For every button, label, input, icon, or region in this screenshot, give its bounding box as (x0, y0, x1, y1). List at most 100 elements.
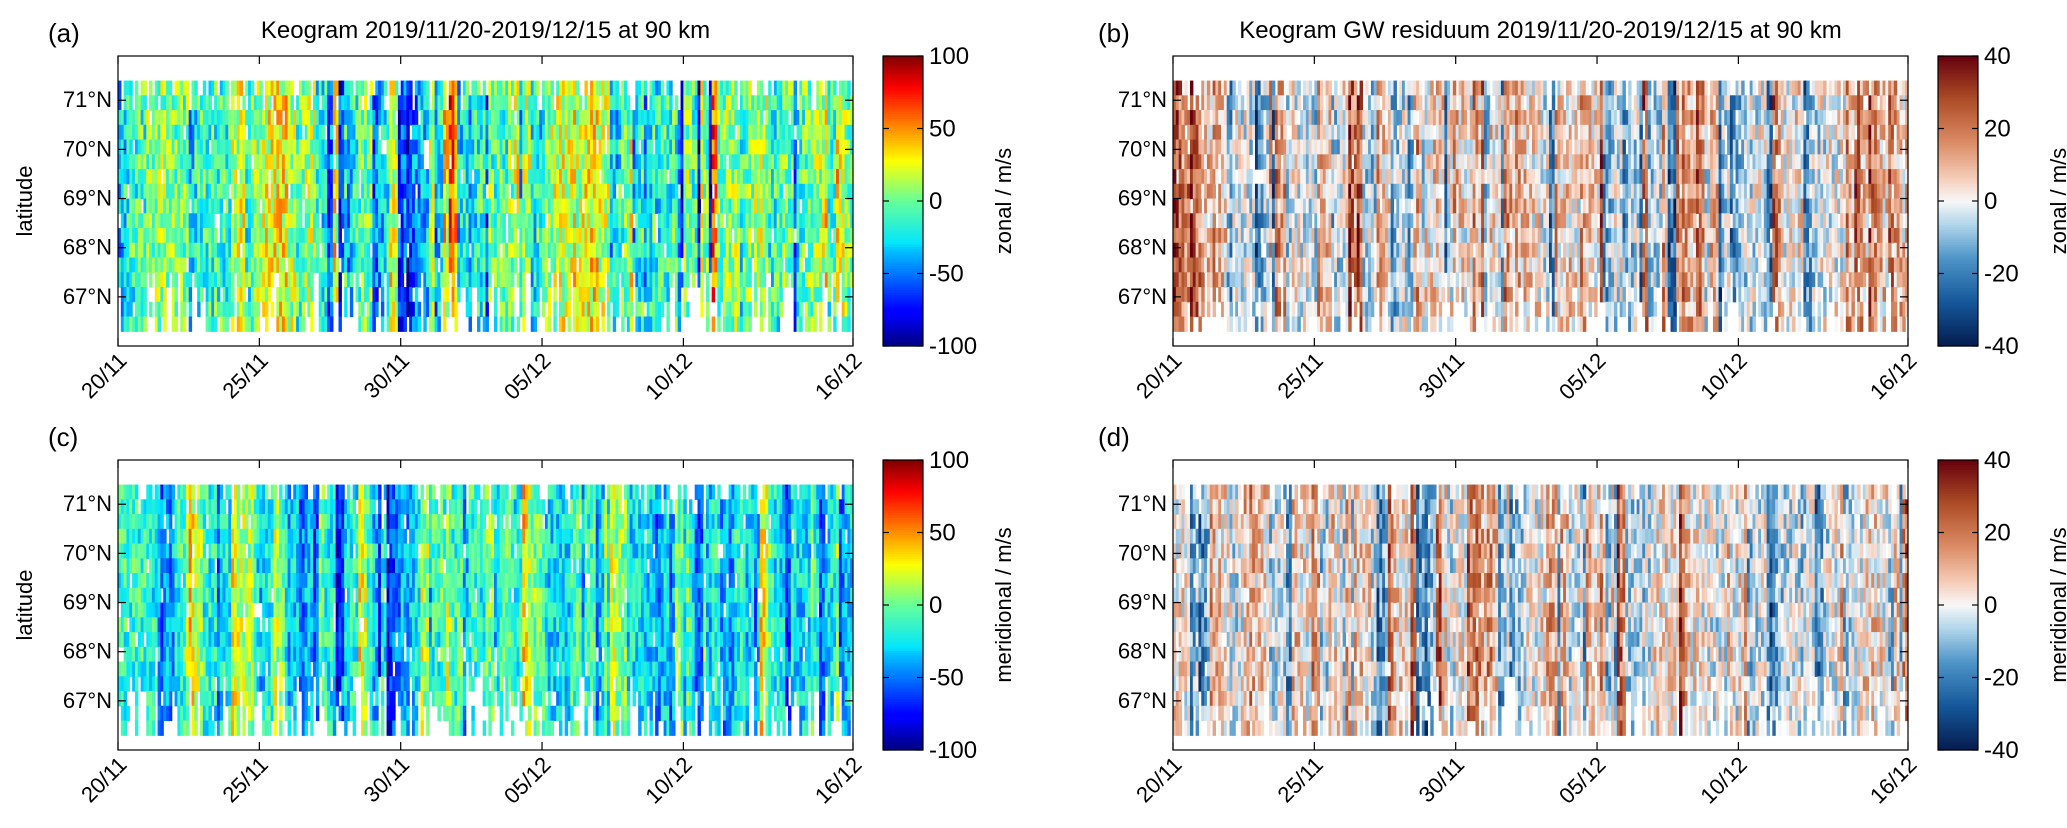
heat-cell (185, 110, 190, 126)
heat-cell (816, 124, 820, 141)
heat-cell (1297, 257, 1301, 273)
heat-cell (1187, 287, 1191, 303)
heat-cell (143, 183, 147, 200)
heat-cell (423, 124, 427, 141)
heat-cell (262, 272, 266, 288)
heat-cell (474, 124, 478, 141)
heat-cell (160, 198, 164, 214)
heat-cell (680, 183, 684, 200)
heat-cell (123, 139, 128, 155)
heat-cell (717, 257, 721, 273)
heat-cell (276, 228, 280, 244)
heat-cell (544, 198, 549, 214)
heat-cell (290, 110, 294, 126)
heat-cell (132, 287, 136, 303)
heat-cell (796, 242, 800, 259)
heat-cell (1246, 154, 1250, 170)
heat-cell (265, 316, 269, 332)
heat-cell (363, 272, 368, 288)
heat-cell (525, 257, 529, 273)
heat-cell (375, 80, 379, 96)
heat-cell (615, 80, 619, 96)
heat-cell (592, 301, 597, 318)
heat-cell (256, 80, 260, 96)
heat-cell (465, 287, 470, 303)
heat-cell (1286, 169, 1290, 185)
heat-cell (171, 110, 176, 126)
heat-cell (776, 80, 781, 96)
heat-cell (180, 80, 184, 96)
heat-cell (1328, 80, 1332, 96)
heat-cell (324, 169, 328, 185)
heat-cell (166, 257, 170, 273)
heat-cell (785, 213, 789, 229)
heat-cell (491, 95, 495, 111)
heat-cell (293, 124, 297, 141)
heat-cell (542, 154, 546, 170)
heat-cell (1328, 228, 1332, 244)
heat-cell (844, 183, 848, 200)
heat-cell (273, 198, 277, 214)
heat-cell (807, 257, 812, 273)
heat-cell (290, 124, 294, 141)
heat-cell (1336, 183, 1341, 200)
heat-cell (160, 301, 164, 318)
heat-cell (550, 183, 554, 200)
heat-cell (1178, 169, 1183, 185)
heat-cell (372, 257, 376, 273)
heat-cell (759, 301, 764, 318)
heat-cell (363, 110, 368, 126)
heat-cell (607, 169, 611, 185)
heat-cell (1271, 213, 1276, 229)
heat-cell (231, 242, 235, 259)
heat-cell (174, 198, 178, 214)
heat-cell (624, 154, 628, 170)
heat-cell (1314, 139, 1318, 155)
heat-cell (657, 124, 662, 141)
heat-cell (804, 95, 809, 111)
heat-cell (810, 110, 815, 126)
heat-cell (706, 316, 710, 332)
heat-cell (1178, 242, 1183, 259)
heat-cell (508, 110, 512, 126)
heat-cell (640, 95, 645, 111)
heat-cell (674, 272, 679, 288)
colorbar-band (883, 191, 923, 195)
heat-cell (638, 228, 642, 244)
heat-cell (544, 272, 549, 288)
heat-cell (361, 110, 365, 126)
heat-cell (1286, 139, 1290, 155)
heat-cell (279, 169, 283, 185)
heat-cell (836, 183, 840, 200)
heat-cell (787, 198, 792, 214)
heat-cell (669, 95, 673, 111)
heat-cell (214, 124, 218, 141)
heat-cell (149, 80, 153, 96)
heat-cell (468, 95, 472, 111)
heat-cell (694, 154, 699, 170)
heat-cell (191, 183, 195, 200)
heat-cell (188, 257, 193, 273)
heat-cell (742, 80, 747, 96)
heat-cell (248, 228, 252, 244)
heat-cell (1249, 183, 1253, 200)
heat-cell (624, 124, 628, 141)
heat-cell (1277, 287, 1282, 303)
heat-cell (290, 183, 294, 200)
heat-cell (508, 257, 512, 273)
heat-cell (508, 213, 512, 229)
heat-cell (358, 110, 362, 126)
heat-cell (1263, 124, 1267, 141)
heat-cell (570, 124, 574, 141)
heat-cell (118, 272, 122, 288)
heat-cell (321, 301, 325, 318)
heat-cell (836, 139, 840, 155)
heat-cell (607, 154, 611, 170)
heat-cell (335, 228, 340, 244)
heat-cell (321, 154, 325, 170)
heat-cell (197, 124, 201, 141)
heat-cell (587, 272, 591, 288)
heat-cell (265, 80, 269, 96)
heat-cell (1232, 198, 1236, 214)
heat-cell (731, 110, 735, 126)
